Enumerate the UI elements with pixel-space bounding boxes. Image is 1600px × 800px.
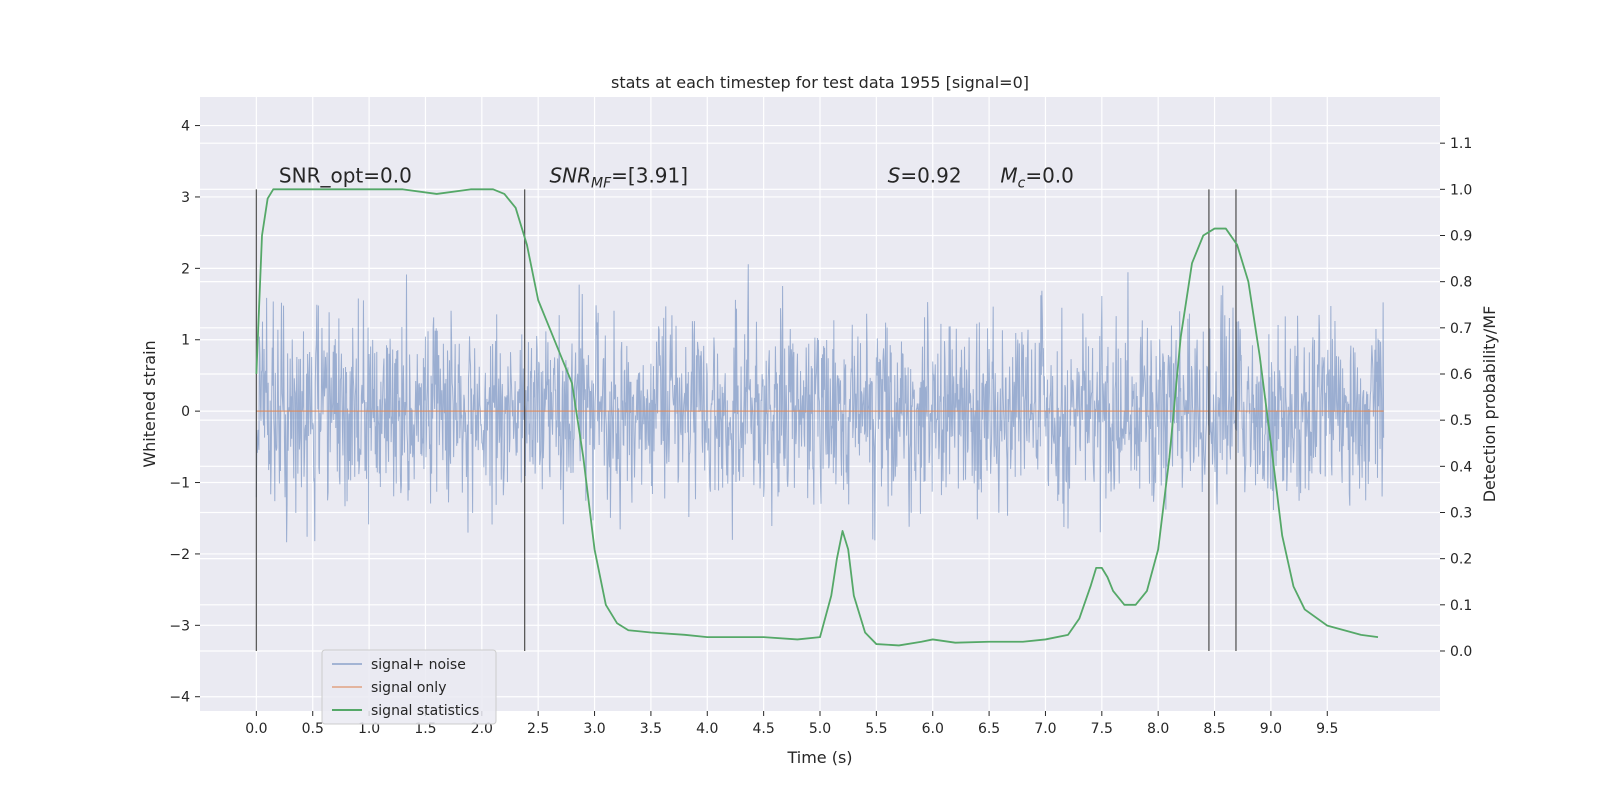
y2-tick-label: 0.1 <box>1450 598 1472 614</box>
y-tick-label: 4 <box>181 119 190 135</box>
x-tick-label: 1.5 <box>414 721 436 737</box>
x-tick-label: 3.0 <box>583 721 605 737</box>
y2-tick-label: 0.7 <box>1450 321 1472 337</box>
legend-label: signal statistics <box>371 703 479 719</box>
annotation-subscript: MF <box>591 176 612 192</box>
x-tick-label: 4.5 <box>753 721 775 737</box>
legend: signal+ noise signal only signal statistic… <box>321 649 497 725</box>
y2-tick-label: 0.8 <box>1450 275 1472 291</box>
y2-tick-label: 0.0 <box>1450 644 1472 660</box>
x-tick-label: 7.0 <box>1034 721 1056 737</box>
x-tick-label: 5.0 <box>809 721 831 737</box>
annotation: SNR_opt=0.0 <box>279 164 412 188</box>
x-tick-label: 9.5 <box>1316 721 1338 737</box>
y2-axis-label: Detection probability/MF <box>1480 306 1499 503</box>
y2-tick-label: 0.5 <box>1450 413 1472 429</box>
y-tick-label: −1 <box>169 476 190 492</box>
y2-tick-label: 1.0 <box>1450 182 1472 198</box>
y-tick-label: −3 <box>169 618 190 634</box>
x-tick-label: 0.0 <box>245 721 267 737</box>
x-tick-label: 9.0 <box>1260 721 1282 737</box>
x-tick-label: 2.0 <box>471 721 493 737</box>
y-tick-label: 2 <box>181 261 190 277</box>
x-tick-label: 7.5 <box>1091 721 1113 737</box>
y2-tick-label: 0.9 <box>1450 228 1472 244</box>
x-tick-label: 8.5 <box>1203 721 1225 737</box>
legend-label: signal only <box>371 680 446 696</box>
x-tick-label: 6.5 <box>978 721 1000 737</box>
chart-title: stats at each timestep for test data 195… <box>611 73 1029 92</box>
x-tick-label: 4.0 <box>696 721 718 737</box>
annotation-subscript: c <box>1018 176 1026 192</box>
y-axis-label: Whitened strain <box>140 340 159 467</box>
y2-tick-label: 0.2 <box>1450 552 1472 568</box>
y-tick-label: 0 <box>181 404 190 420</box>
y-tick-label: −2 <box>169 547 190 563</box>
y2-tick-label: 1.1 <box>1450 136 1472 152</box>
legend-box <box>321 649 497 725</box>
y2-tick-label: 0.4 <box>1450 459 1472 475</box>
annotation: SNRMF=[3.91] <box>549 164 688 192</box>
x-tick-label: 0.5 <box>302 721 324 737</box>
x-tick-label: 3.5 <box>640 721 662 737</box>
annotation-main: M <box>1000 164 1017 188</box>
x-tick-label: 1.0 <box>358 721 380 737</box>
annotation: Mc=0.0 <box>1000 164 1074 192</box>
y-tick-label: −4 <box>169 690 190 706</box>
annotation-value: =[3.91] <box>611 164 688 188</box>
x-tick-label: 6.0 <box>922 721 944 737</box>
annotation-main: S <box>888 164 901 188</box>
x-axis-label: Time (s) <box>786 748 852 767</box>
annotation-main: SNR <box>549 164 591 188</box>
y2-tick-label: 0.6 <box>1450 367 1472 383</box>
x-tick-label: 8.0 <box>1147 721 1169 737</box>
annotation: S=0.92 <box>888 164 962 188</box>
y2-tick-label: 0.3 <box>1450 505 1472 521</box>
y-tick-label: 1 <box>181 333 190 349</box>
y-tick-label: 3 <box>181 190 190 206</box>
x-tick-label: 2.5 <box>527 721 549 737</box>
series-signal-statistics-line <box>255 188 1379 647</box>
series-signal-noise-line <box>255 264 1385 543</box>
legend-label: signal+ noise <box>371 657 466 673</box>
annotation-value: =0.0 <box>1025 164 1074 188</box>
x-tick-label: 5.5 <box>865 721 887 737</box>
annotation-main: SNR_opt=0.0 <box>279 164 412 188</box>
annotation-value: =0.92 <box>900 164 961 188</box>
